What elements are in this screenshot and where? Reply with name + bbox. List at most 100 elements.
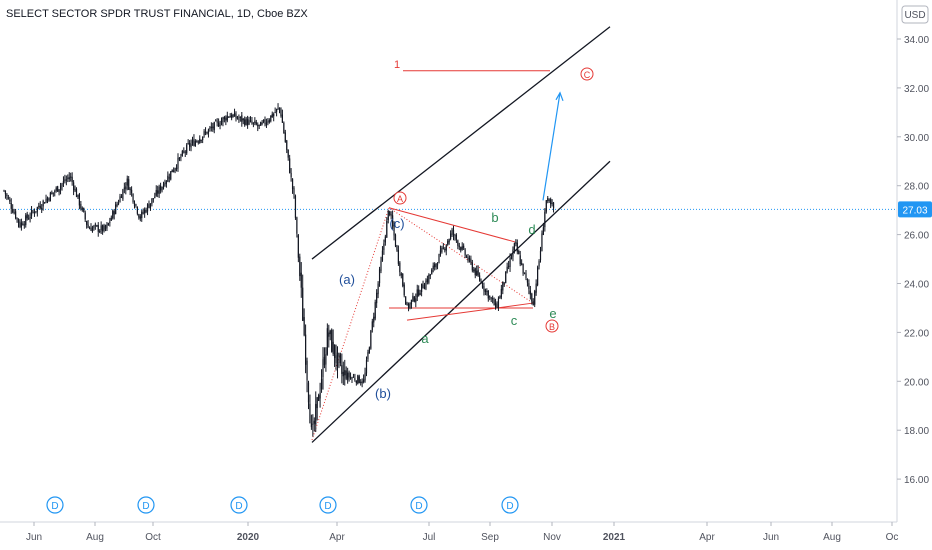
candle-body bbox=[450, 233, 452, 240]
candle-body bbox=[10, 203, 12, 209]
candle-body bbox=[531, 293, 533, 302]
candle-body bbox=[96, 225, 98, 227]
candle-body bbox=[189, 142, 191, 147]
candle-body bbox=[196, 140, 198, 142]
candle-body bbox=[65, 179, 67, 181]
candle-body bbox=[199, 138, 201, 143]
candle-body bbox=[545, 200, 547, 212]
candle-body bbox=[267, 121, 269, 123]
candle-body bbox=[461, 246, 463, 250]
candle-body bbox=[254, 121, 256, 123]
candle-body bbox=[216, 121, 218, 123]
candle-body bbox=[110, 217, 112, 221]
candle-body bbox=[274, 112, 276, 114]
candle-body bbox=[54, 191, 56, 193]
candle-body bbox=[436, 264, 439, 266]
candle-body bbox=[522, 263, 524, 274]
wave-circle-marker bbox=[580, 67, 594, 81]
candle-body bbox=[471, 262, 473, 271]
candle-body bbox=[119, 196, 121, 203]
candle-body bbox=[270, 115, 272, 122]
candle-body bbox=[249, 120, 252, 122]
candle-body bbox=[405, 296, 407, 305]
y-tick-label: 20.00 bbox=[904, 377, 929, 388]
candle-body bbox=[87, 224, 89, 228]
candle-body bbox=[177, 157, 179, 169]
candle-body bbox=[510, 256, 513, 260]
dividend-marker[interactable] bbox=[410, 496, 428, 514]
dividend-marker[interactable] bbox=[46, 496, 64, 514]
candle-body bbox=[104, 225, 107, 230]
candle-body bbox=[515, 241, 517, 244]
candle-body bbox=[548, 199, 550, 201]
candle-body bbox=[12, 209, 14, 213]
candle-body bbox=[109, 221, 111, 223]
candle-body bbox=[392, 215, 394, 227]
candle-body bbox=[444, 249, 446, 251]
candle-body bbox=[393, 224, 395, 236]
candle-body bbox=[286, 140, 288, 150]
candle-body bbox=[441, 247, 443, 253]
candle-body bbox=[494, 302, 497, 307]
candle-body bbox=[142, 212, 144, 214]
candle-body bbox=[151, 198, 153, 204]
candle-body bbox=[164, 182, 166, 186]
dividend-marker[interactable] bbox=[137, 496, 155, 514]
candle-body bbox=[30, 209, 33, 216]
candle-body bbox=[351, 377, 353, 379]
candle-body bbox=[204, 131, 207, 133]
candle-body bbox=[316, 397, 318, 409]
candle-body bbox=[86, 221, 88, 225]
candle-body bbox=[334, 344, 336, 359]
candle-body bbox=[247, 119, 249, 126]
wave-label-green: d bbox=[528, 222, 535, 237]
x-tick-label: Apr bbox=[699, 532, 715, 543]
candle-body bbox=[332, 341, 334, 355]
candle-body bbox=[481, 282, 484, 288]
dividend-marker[interactable] bbox=[501, 496, 519, 514]
annotations-layer bbox=[311, 26, 611, 443]
candle-body bbox=[454, 234, 456, 236]
candle-body bbox=[152, 198, 154, 200]
candle-body bbox=[376, 292, 378, 304]
candle-body bbox=[241, 115, 243, 122]
candle-body bbox=[493, 299, 495, 306]
dividend-marker[interactable] bbox=[230, 496, 248, 514]
candle-body bbox=[3, 190, 5, 192]
candle-body bbox=[139, 216, 141, 219]
candle-body bbox=[421, 283, 423, 293]
wave-label-green: c bbox=[511, 313, 518, 328]
dividend-marker[interactable] bbox=[319, 496, 337, 514]
dividend-marker-label: D bbox=[415, 501, 422, 512]
y-tick-label: 22.00 bbox=[904, 328, 929, 339]
candle-body bbox=[126, 178, 128, 186]
y-tick-label: 28.00 bbox=[904, 182, 929, 193]
candle-body bbox=[19, 221, 21, 227]
candle-body bbox=[302, 287, 304, 321]
candle-body bbox=[200, 139, 202, 141]
candle-body bbox=[345, 370, 347, 379]
candle-body bbox=[496, 303, 498, 308]
dividend-marker-label: D bbox=[235, 501, 242, 512]
candle-body bbox=[542, 227, 544, 235]
candle-body bbox=[125, 186, 127, 190]
candle-body bbox=[41, 207, 43, 210]
candle-body bbox=[280, 108, 282, 116]
candle-body bbox=[486, 290, 488, 292]
x-tick-label: Oc bbox=[886, 532, 899, 543]
candle-body bbox=[225, 117, 227, 121]
projection-arrow-head bbox=[555, 91, 564, 102]
candle-body bbox=[480, 281, 482, 283]
candle-body bbox=[380, 260, 382, 271]
currency-badge[interactable] bbox=[901, 5, 929, 24]
candle-body bbox=[532, 301, 534, 306]
candle-body bbox=[300, 272, 302, 288]
candle-body bbox=[229, 116, 231, 118]
candle-body bbox=[245, 118, 247, 125]
candle-body bbox=[116, 204, 118, 206]
candle-body bbox=[322, 359, 324, 377]
candle-body bbox=[508, 265, 510, 267]
candle-body bbox=[419, 293, 421, 295]
candle-body bbox=[73, 182, 75, 191]
